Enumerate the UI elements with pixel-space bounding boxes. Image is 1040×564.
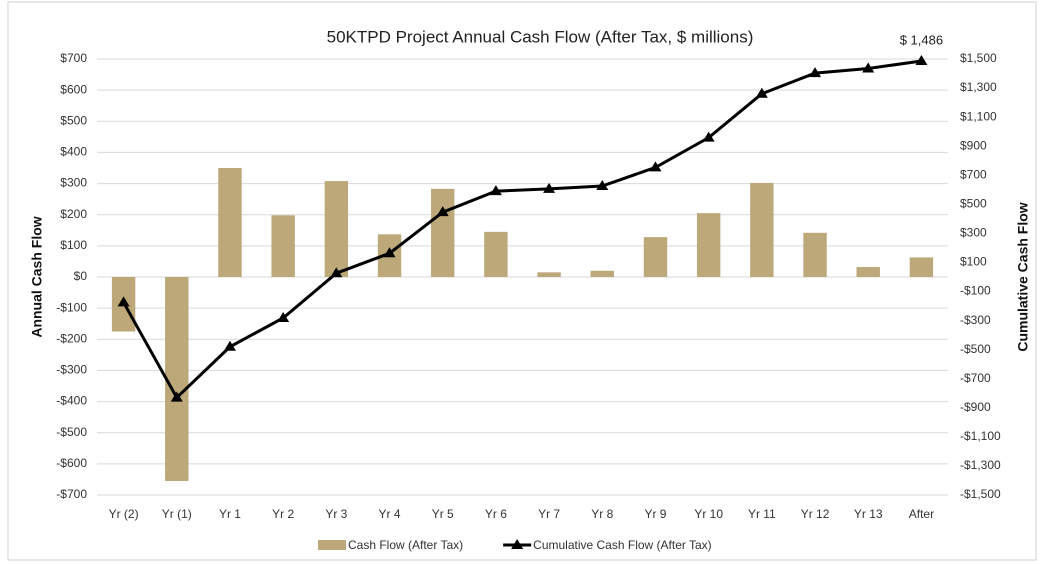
data-label: $ 1,486 xyxy=(900,32,943,47)
y-tick-label: $400 xyxy=(60,145,87,159)
bar xyxy=(750,182,774,277)
y-tick-label: -$500 xyxy=(56,425,87,439)
y-tick-label: -$200 xyxy=(56,331,87,345)
x-tick-label: Yr 7 xyxy=(538,507,560,521)
line xyxy=(122,59,922,401)
chart-frame xyxy=(7,1,1037,561)
bar xyxy=(218,168,242,277)
x-tick-label: Yr 8 xyxy=(591,507,613,521)
bar xyxy=(643,237,668,277)
line-marker xyxy=(755,87,768,98)
x-tick-label: Yr (1) xyxy=(162,507,192,521)
y2-tick-label: -$700 xyxy=(960,371,991,385)
line-marker xyxy=(223,340,236,351)
y-tick-label: -$600 xyxy=(56,456,87,470)
y-tick-label: -$400 xyxy=(56,394,87,408)
x-tick-label: Yr 10 xyxy=(694,507,723,521)
y-axis-title: Annual Cash Flow xyxy=(29,216,45,337)
y-tick-label: $100 xyxy=(60,238,87,252)
line-marker xyxy=(170,391,183,402)
line-marker xyxy=(436,206,449,217)
x-tick-label: Yr 3 xyxy=(325,507,347,521)
bar xyxy=(484,231,508,277)
x-tick-label: Yr (2) xyxy=(109,507,139,521)
y2-tick-label: -$300 xyxy=(960,313,991,327)
legend-label: Cumulative Cash Flow (After Tax) xyxy=(533,538,712,552)
x-tick-label: Yr 2 xyxy=(272,507,294,521)
y-tick-label: -$300 xyxy=(56,363,87,377)
x-tick-label: Yr 13 xyxy=(854,507,883,521)
y2-tick-label: -$1,100 xyxy=(960,429,1001,443)
y-tick-label: $700 xyxy=(60,51,87,65)
y2-tick-label: $500 xyxy=(960,197,987,211)
y2-tick-label: $1,100 xyxy=(960,109,997,123)
line-marker xyxy=(649,161,662,172)
y-tick-label: -$700 xyxy=(56,487,87,501)
x-tick-label: Yr 6 xyxy=(485,507,507,521)
line-marker xyxy=(702,131,715,142)
y2-tick-label: -$500 xyxy=(960,342,991,356)
x-tick-label: Yr 1 xyxy=(219,507,241,521)
line-marker xyxy=(543,182,556,193)
chart-title: 50KTPD Project Annual Cash Flow (After T… xyxy=(327,27,754,46)
y-tick-label: $0 xyxy=(74,269,88,283)
line-marker xyxy=(862,62,875,73)
line-marker xyxy=(915,55,928,66)
y2-tick-label: $1,500 xyxy=(960,51,997,65)
line-marker xyxy=(596,180,609,191)
y2-tick-label: $700 xyxy=(960,167,987,181)
line-marker xyxy=(117,296,130,307)
x-tick-label: Yr 9 xyxy=(644,507,666,521)
y2-tick-label: $1,300 xyxy=(960,80,997,94)
x-tick-label: After xyxy=(909,507,934,521)
legend-swatch xyxy=(318,540,346,550)
x-tick-label: Yr 4 xyxy=(379,507,401,521)
bar xyxy=(856,267,880,277)
y-tick-label: $300 xyxy=(60,176,87,190)
y-tick-label: -$100 xyxy=(56,300,87,314)
bar xyxy=(696,213,721,277)
line-marker xyxy=(383,247,396,258)
line-marker xyxy=(809,67,822,78)
bar xyxy=(909,257,934,277)
y-tick-label: $500 xyxy=(60,113,87,127)
y2-tick-label: $900 xyxy=(960,138,987,152)
y2-tick-label: -$900 xyxy=(960,400,991,414)
x-tick-label: Yr 12 xyxy=(801,507,830,521)
y2-tick-label: $100 xyxy=(960,255,987,269)
x-tick-label: Yr 5 xyxy=(432,507,454,521)
line-marker xyxy=(489,185,502,196)
y2-axis-title: Cumulative Cash Flow xyxy=(1015,202,1031,351)
legend-swatch-marker xyxy=(511,539,524,549)
y-tick-label: $200 xyxy=(60,207,87,221)
y2-tick-label: -$1,500 xyxy=(960,487,1001,501)
line-marker xyxy=(330,267,343,278)
bar xyxy=(165,277,189,481)
bar xyxy=(431,188,455,277)
bar xyxy=(537,272,561,277)
bar xyxy=(803,232,827,277)
y2-tick-label: -$100 xyxy=(960,284,991,298)
line-marker xyxy=(277,311,290,322)
bar xyxy=(590,270,614,277)
y2-tick-label: -$1,300 xyxy=(960,458,1001,472)
y-tick-label: $600 xyxy=(60,82,87,96)
legend-label: Cash Flow (After Tax) xyxy=(348,538,463,552)
bar xyxy=(271,215,295,277)
y2-tick-label: $300 xyxy=(960,226,987,240)
bar xyxy=(324,181,349,277)
x-tick-label: Yr 11 xyxy=(748,507,776,521)
